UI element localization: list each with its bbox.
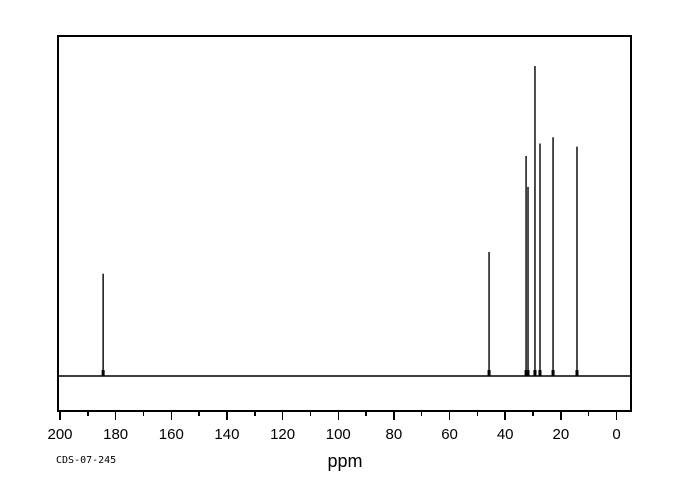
axis-tick-minor	[254, 412, 256, 416]
axis-tick-label: 100	[325, 426, 351, 443]
axis-tick-label: 40	[496, 426, 514, 443]
axis-tick-major	[615, 412, 618, 420]
axis-tick-minor	[420, 412, 423, 416]
axis-tick-label: 180	[103, 426, 129, 443]
spectrum-trace	[59, 66, 630, 377]
axis-tick-label: 140	[214, 426, 240, 443]
axis-tick-major	[560, 412, 562, 420]
x-axis-unit-label: ppm	[327, 451, 363, 471]
axis-tick-minor	[87, 412, 89, 416]
axis-tick-label: 80	[385, 426, 403, 443]
sample-id-label: CDS-07-245	[56, 455, 117, 466]
axis-tick-minor	[587, 412, 590, 416]
axis-tick-minor	[309, 412, 312, 416]
axis-tick-major	[114, 412, 117, 420]
axis-tick-label: 160	[158, 426, 184, 443]
axis-tick-major	[337, 412, 339, 420]
axis-tick-label: 200	[47, 426, 73, 443]
axis-tick-major	[281, 412, 284, 420]
axis-tick-major	[170, 412, 173, 420]
axis-tick-major	[504, 412, 506, 420]
axis-tick-minor	[142, 412, 145, 416]
axis-tick-label: 120	[270, 426, 296, 443]
axis-tick-major	[59, 412, 61, 420]
axis-tick-minor	[532, 412, 534, 416]
axis-tick-major	[226, 412, 228, 420]
axis-tick-label: 0	[612, 426, 621, 443]
axis-tick-label: 20	[552, 426, 570, 443]
axis-tick-label: 60	[441, 426, 458, 443]
axis-tick-minor	[476, 412, 479, 416]
axis-tick-minor	[198, 412, 200, 416]
axis-tick-minor	[365, 412, 367, 416]
spectrum-canvas	[57, 35, 632, 412]
axis-tick-major	[393, 412, 395, 420]
axis-tick-major	[448, 412, 451, 420]
plot-frame	[57, 35, 632, 412]
